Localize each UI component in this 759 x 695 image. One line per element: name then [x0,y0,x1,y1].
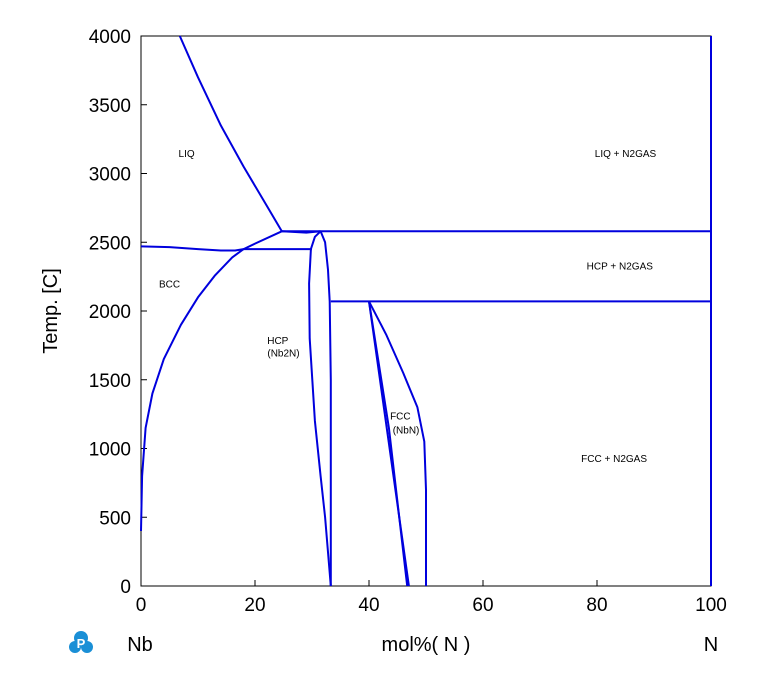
region-label: FCC [390,412,411,423]
y-tick-label: 3000 [89,165,131,186]
y-tick-label: 0 [120,577,131,598]
phase-boundary-line [368,301,409,587]
region-label: HCP + N2GAS [587,262,654,273]
pandat-logo-icon: P [69,631,93,653]
region-label: (Nb2N) [267,348,299,359]
region-label: BCC [159,280,180,291]
y-tick-label: 3500 [89,96,131,117]
phase-boundaries [140,35,712,587]
y-tick-label: 1500 [89,371,131,392]
phase-boundary-line [178,35,283,232]
x-tick-label: 0 [136,595,147,616]
region-label: LIQ + N2GAS [595,149,657,160]
x-tick-label: 40 [358,595,379,616]
y-axis-ticks: 0 500 1000 1500 2000 2500 3000 3500 4000 [89,27,147,598]
phase-boundary-line [319,230,332,586]
logo-letter: P [77,636,86,651]
phase-boundary-line [368,300,427,586]
phase-boundary-line [140,230,321,532]
region-label: HCP [267,336,288,347]
y-tick-label: 2500 [89,233,131,254]
x-tick-label: 60 [472,595,493,616]
region-labels: LIQ LIQ + N2GAS BCC HCP + N2GAS HCP(Nb2N) FCC… [159,149,657,465]
y-tick-label: 4000 [89,27,131,48]
x-tick-label: 100 [695,595,727,616]
phase-boundary-line [308,230,332,587]
x-axis-label: mol%( N ) [382,634,471,656]
y-tick-label: 1000 [89,440,131,461]
x-tick-label: 80 [586,595,607,616]
phase-boundary-line [140,245,244,252]
region-label: LIQ [179,149,195,160]
x-axis-ticks: 0 20 40 60 80 100 [136,580,727,616]
y-tick-label: 2000 [89,302,131,323]
region-label: (NbN) [393,425,420,436]
region-label: FCC + N2GAS [581,454,647,465]
x-right-element-label: N [704,634,718,656]
x-tick-label: 20 [244,595,265,616]
x-left-element-label: Nb [127,634,153,656]
y-tick-label: 500 [99,508,131,529]
y-axis-label: Temp. [C] [40,268,62,354]
